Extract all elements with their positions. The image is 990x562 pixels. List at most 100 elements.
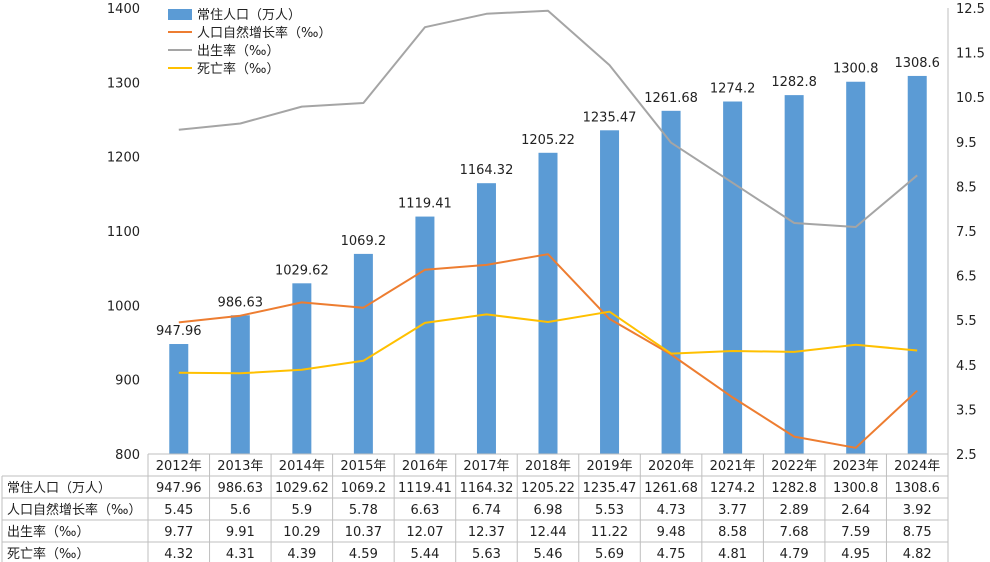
- table-cell: 4.79: [780, 547, 809, 562]
- table-cell: 6.98: [534, 503, 563, 518]
- table-row-label: 死亡率（‰）: [7, 546, 89, 562]
- table-row-label: 常住人口（万人）: [7, 481, 111, 496]
- legend: 常住人口（万人） 人口自然增长率（‰） 出生率（‰） 死亡率（‰）: [168, 8, 331, 77]
- bar-value-label: 1029.62: [275, 263, 329, 278]
- bar-value-label: 1069.2: [341, 234, 387, 249]
- table-cell: 4.81: [718, 547, 747, 562]
- y-right-tick-label: 5.5: [956, 314, 977, 329]
- table-cell: 1029.62: [275, 481, 329, 496]
- table-cell: 12.44: [529, 525, 566, 540]
- data-table: 2012年 2013年 2014年 2015年 2016年 2017年 2018年 2019年…: [1, 453, 949, 562]
- x-tick-label: 2015年: [340, 459, 386, 474]
- table-cell: 4.59: [349, 547, 378, 562]
- y-left-tick-label: 800: [115, 448, 140, 463]
- legend-label: 人口自然增长率（‰）: [197, 25, 331, 41]
- bar: [230, 315, 250, 454]
- y-left-tick-label: 1100: [107, 225, 140, 240]
- bar: [661, 110, 681, 454]
- table-cell: 1205.22: [521, 481, 575, 496]
- y-left-tick-label: 1000: [107, 299, 140, 314]
- bar-value-label: 1119.41: [398, 197, 452, 212]
- table-cell: 9.77: [164, 525, 193, 540]
- table-row-label: 人口自然增长率（‰）: [7, 502, 141, 518]
- bar-value-label: 1308.6: [894, 56, 940, 71]
- series-line: [178, 310, 918, 375]
- table-cell: 7.68: [780, 525, 809, 540]
- x-tick-label: 2021年: [710, 459, 756, 474]
- table-cell: 12.07: [406, 525, 443, 540]
- y-right-tick-label: 11.5: [956, 47, 985, 62]
- table-cell: 3.77: [718, 503, 747, 518]
- y-right-tick-label: 3.5: [956, 403, 977, 418]
- bar: [723, 101, 743, 455]
- bar: [784, 95, 804, 455]
- y-left-tick-label: 1400: [107, 2, 140, 17]
- table-cell: 1235.47: [583, 481, 637, 496]
- bar: [292, 283, 312, 454]
- legend-label: 常住人口（万人）: [197, 8, 301, 23]
- table-cell: 5.53: [595, 503, 624, 518]
- bar-value-label: 947.96: [156, 324, 202, 339]
- table-cell: 947.96: [156, 481, 202, 496]
- table-cell: 7.59: [841, 525, 870, 540]
- table-cell: 11.22: [591, 525, 628, 540]
- bar-value-label: 1261.68: [644, 91, 698, 106]
- table-cell: 1300.8: [833, 481, 879, 496]
- table-cell: 10.37: [345, 525, 382, 540]
- x-tick-label: 2014年: [279, 459, 325, 474]
- x-tick-label: 2024年: [894, 459, 940, 474]
- y-left-tick-label: 1300: [107, 76, 140, 91]
- table-cell: 1282.8: [771, 481, 817, 496]
- table-cell: 5.69: [595, 547, 624, 562]
- table-cell: 5.46: [534, 547, 563, 562]
- table-cell: 5.78: [349, 503, 378, 518]
- table-cell: 1119.41: [398, 481, 452, 496]
- table-cell: 4.32: [164, 547, 193, 562]
- y-right-tick-label: 6.5: [956, 270, 977, 285]
- y-right-tick-label: 4.5: [956, 359, 977, 374]
- bar-value-label: 1300.8: [833, 62, 879, 77]
- bar: [169, 344, 189, 454]
- y-right-tick-label: 12.5: [956, 2, 985, 17]
- table-cell: 9.48: [657, 525, 686, 540]
- table-cell: 5.6: [230, 503, 251, 518]
- table-cell: 4.31: [226, 547, 255, 562]
- bar-series: [169, 75, 927, 455]
- table-cell: 4.39: [287, 547, 316, 562]
- table-cell: 1308.6: [894, 481, 940, 496]
- bar: [476, 183, 496, 455]
- table-cell: 4.75: [657, 547, 686, 562]
- x-tick-label: 2020年: [648, 459, 694, 474]
- x-tick-label: 2013年: [217, 459, 263, 474]
- bar-value-labels: 947.96 986.63 1029.62 1069.2 1119.41 1164.32 1…: [156, 56, 940, 339]
- table-cell: 4.73: [657, 503, 686, 518]
- table-cell: 3.92: [903, 503, 932, 518]
- legend-label: 死亡率（‰）: [197, 61, 279, 77]
- table-cell: 1274.2: [710, 481, 756, 496]
- y-right-tick-label: 7.5: [956, 225, 977, 240]
- y-left-tick-label: 900: [115, 374, 140, 389]
- bar-value-label: 986.63: [218, 295, 264, 310]
- table-cell: 1069.2: [341, 481, 387, 496]
- table-cell: 1164.32: [460, 481, 514, 496]
- table-cell: 4.95: [841, 547, 870, 562]
- bar: [907, 75, 927, 454]
- table-cell: 6.63: [410, 503, 439, 518]
- axes: 800 900 1000 1100 1200 1300 1400 2.5 3.5 4.5 5.5 6.…: [107, 2, 985, 463]
- x-tick-label: 2019年: [586, 459, 632, 474]
- x-tick-label: 2018年: [525, 459, 571, 474]
- bar: [353, 253, 373, 454]
- bar-value-label: 1282.8: [771, 75, 817, 90]
- table-cell: 8.75: [903, 525, 932, 540]
- bar-value-label: 1205.22: [521, 133, 575, 148]
- table-cell: 5.9: [292, 503, 313, 518]
- series-line: [178, 253, 918, 449]
- y-right-tick-label: 8.5: [956, 180, 977, 195]
- table-cell: 5.63: [472, 547, 501, 562]
- table-cell: 6.74: [472, 503, 501, 518]
- y-right-tick-label: 9.5: [956, 136, 977, 151]
- x-tick-label: 2012年: [156, 459, 202, 474]
- table-cell: 2.89: [780, 503, 809, 518]
- table-cell: 5.44: [410, 547, 439, 562]
